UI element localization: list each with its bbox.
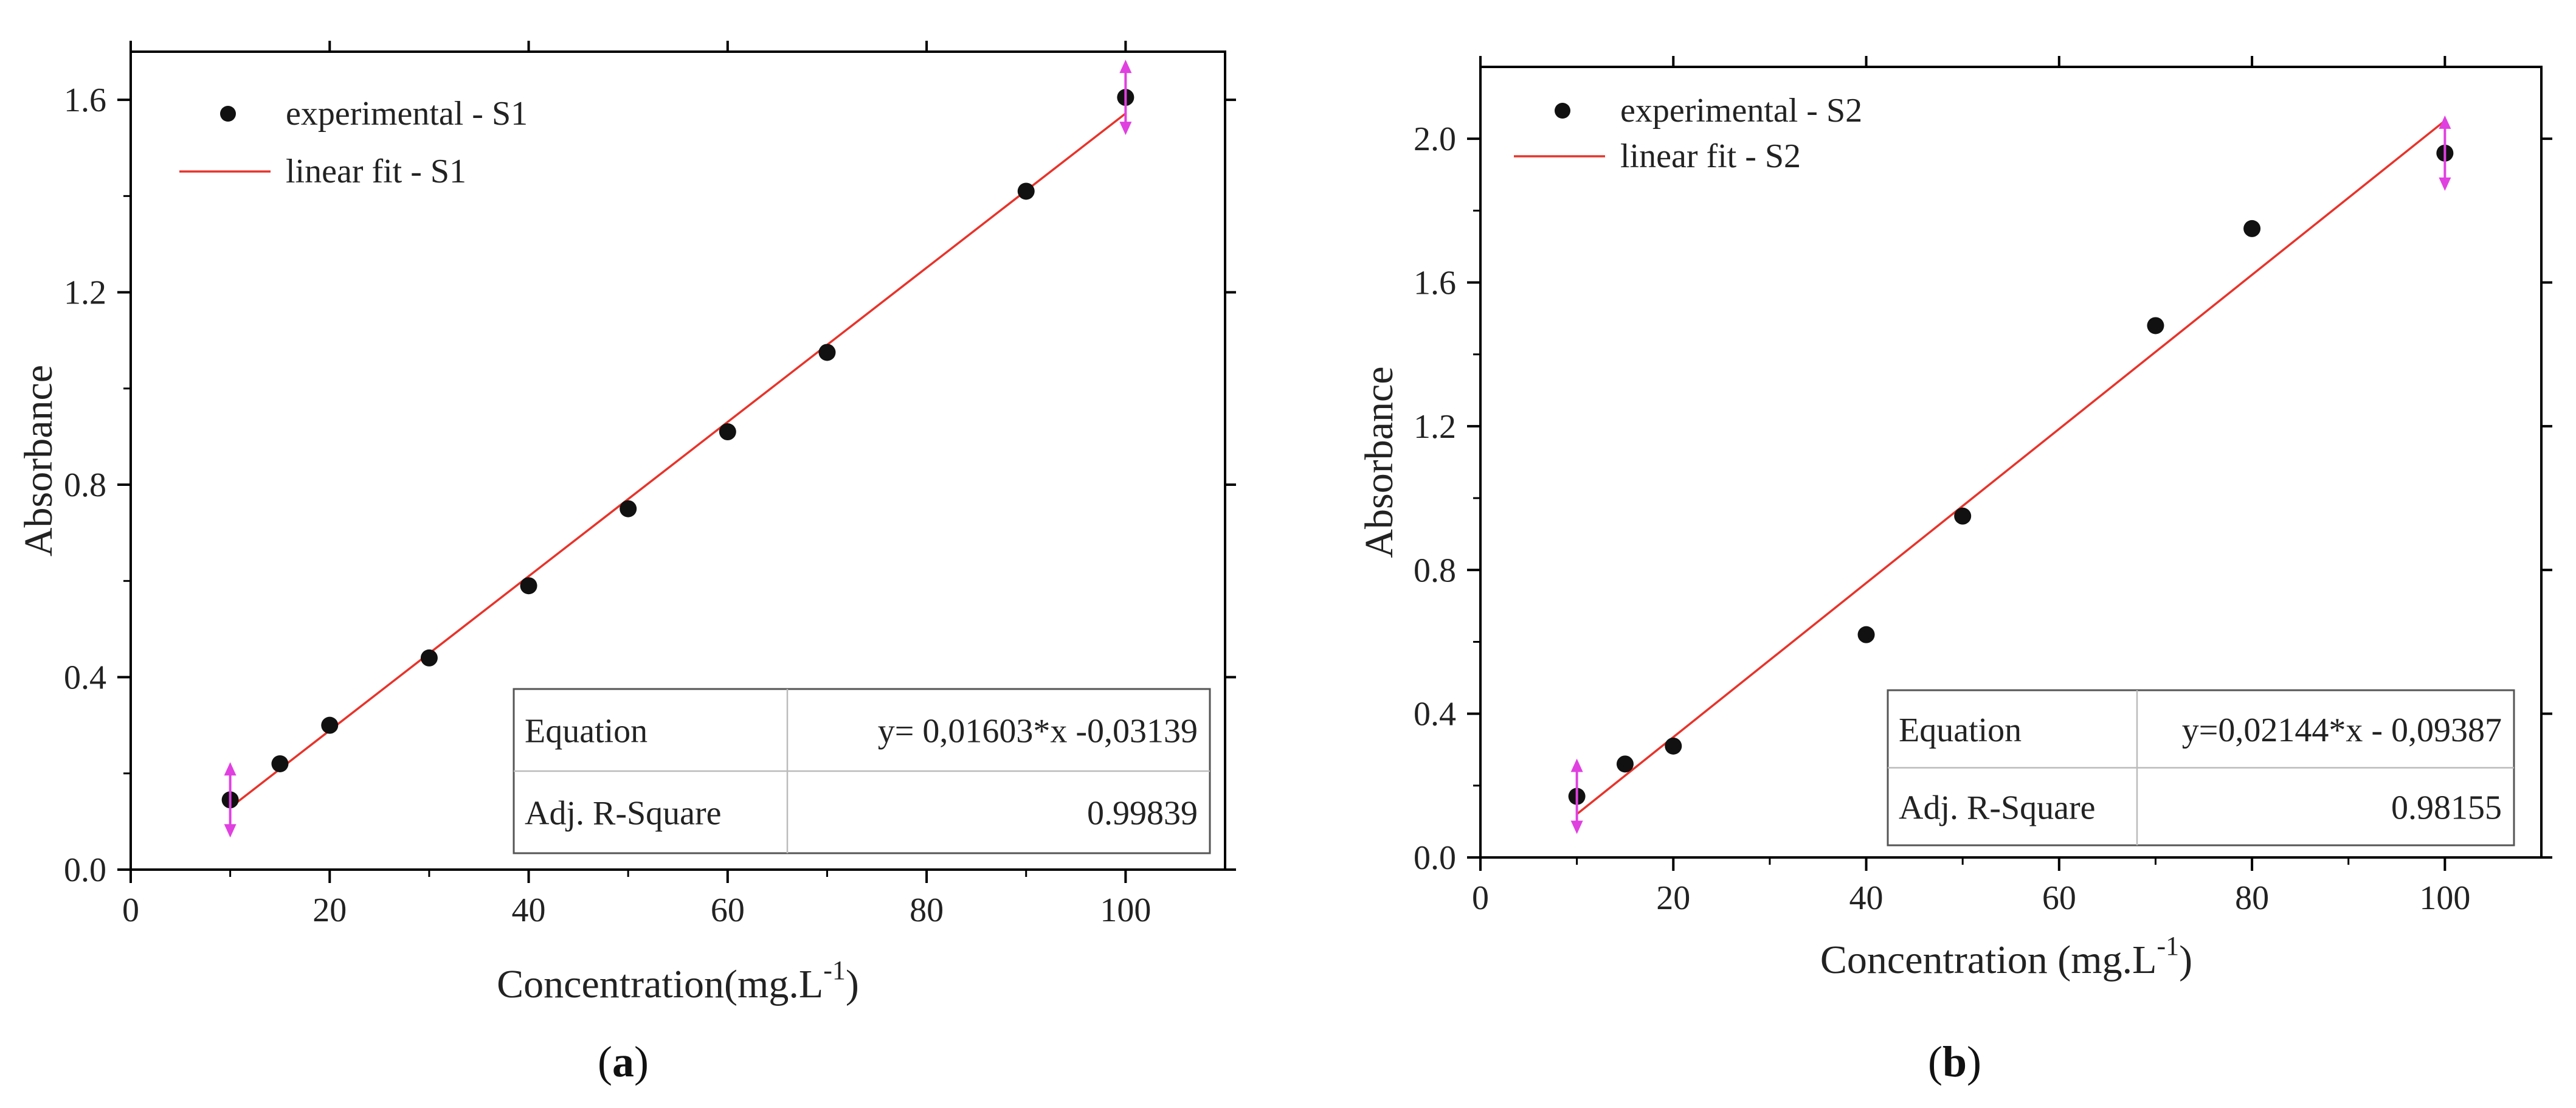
arrow-head-up bbox=[224, 762, 237, 776]
y-tick-label: 2.0 bbox=[1414, 120, 1456, 158]
data-point bbox=[520, 577, 537, 595]
legend-marker-scatter bbox=[1555, 103, 1570, 119]
data-point bbox=[1616, 755, 1634, 773]
chart-panel-a: 0 20 40 60 80 100 0.0 0.4 0.8 1.2 1.6 Concentration… bbox=[16, 41, 1236, 1086]
x-tick-label: 80 bbox=[2235, 879, 2269, 917]
data-point bbox=[420, 649, 438, 667]
double-arrow-icon bbox=[2439, 115, 2451, 191]
data-point bbox=[1017, 182, 1035, 200]
data-point bbox=[271, 755, 289, 772]
x-axis-title-superscript: -1 bbox=[823, 955, 846, 985]
fit-table: Equation y= 0,01603*x -0,03139 Adj. R-Squa… bbox=[513, 688, 1211, 854]
panel-label: (b) bbox=[1928, 1037, 1981, 1086]
data-point bbox=[620, 500, 637, 518]
fit-table-value: 0.98155 bbox=[2391, 789, 2502, 826]
y-tick-label: 0.4 bbox=[64, 659, 106, 697]
arrow-head-down bbox=[2439, 177, 2451, 191]
y-tick-label: 1.6 bbox=[64, 81, 106, 119]
data-point bbox=[1665, 737, 1682, 755]
double-arrow-icon bbox=[1119, 60, 1132, 136]
x-axis-title: Concentration(mg.L-1) bbox=[497, 955, 859, 1006]
legend: experimental - S2 linear fit - S2 bbox=[1514, 92, 1862, 175]
data-point bbox=[1857, 626, 1875, 643]
fit-table-value: y=0,02144*x - 0,09387 bbox=[2182, 712, 2502, 749]
fit-table-value: 0.99839 bbox=[1087, 795, 1198, 833]
legend-marker-scatter bbox=[220, 106, 236, 122]
chart-panel-b: 0 20 40 60 80 100 0.0 0.4 0.8 1.2 1.6 2.0 Concentrat… bbox=[1357, 56, 2552, 1086]
arrow-head-down bbox=[224, 824, 237, 838]
panel-label-close: ) bbox=[634, 1037, 649, 1086]
x-axis-title-suffix: ) bbox=[846, 962, 859, 1006]
x-tick-label: 0 bbox=[122, 892, 139, 929]
data-point bbox=[719, 423, 736, 441]
y-axis-title: Absorbance bbox=[16, 365, 61, 556]
fit-line bbox=[229, 113, 1127, 809]
panel-label-open: ( bbox=[598, 1037, 612, 1086]
fit-table-key: Equation bbox=[525, 713, 647, 750]
fit-table-key: Equation bbox=[1899, 712, 2022, 749]
double-arrow-icon bbox=[1570, 758, 1583, 834]
legend-label-fit: linear fit - S1 bbox=[286, 153, 466, 190]
x-axis-title-main: Concentration(mg.L bbox=[497, 962, 823, 1006]
panel-label-letter: a bbox=[612, 1037, 634, 1086]
plot-frame bbox=[129, 50, 1226, 871]
y-tick-label: 0.8 bbox=[1414, 552, 1456, 589]
fit-table-key: Adj. R-Square bbox=[1899, 789, 2096, 826]
x-tick-label: 20 bbox=[1656, 879, 1690, 917]
x-tick-label: 0 bbox=[1472, 879, 1489, 917]
y-tick-label: 1.2 bbox=[1414, 408, 1456, 446]
x-tick-label: 100 bbox=[1100, 892, 1151, 929]
double-arrow-icon bbox=[224, 762, 237, 838]
data-point bbox=[1954, 507, 1972, 525]
arrow-head-down bbox=[1119, 122, 1132, 136]
x-tick-label: 80 bbox=[910, 892, 944, 929]
y-tick-label: 1.6 bbox=[1414, 265, 1456, 302]
y-tick-label: 1.2 bbox=[64, 274, 106, 312]
fit-line bbox=[1576, 120, 2446, 815]
y-tick-label: 0.4 bbox=[1414, 696, 1456, 733]
legend-label-scatter: experimental - S2 bbox=[1620, 92, 1862, 130]
legend: experimental - S1 linear fit - S1 bbox=[179, 95, 528, 190]
panel-label: (a) bbox=[598, 1037, 649, 1086]
panel-label-close: ) bbox=[1967, 1037, 1981, 1086]
x-tick-label: 100 bbox=[2419, 879, 2470, 917]
x-axis-title-superscript: -1 bbox=[2156, 931, 2179, 961]
y-axis-title: Absorbance bbox=[1357, 366, 1401, 558]
arrow-head-up bbox=[1119, 60, 1132, 74]
x-tick-label: 20 bbox=[313, 892, 347, 929]
x-tick-label: 40 bbox=[1849, 879, 1884, 917]
legend-label-fit: linear fit - S2 bbox=[1620, 137, 1801, 175]
plot-frame bbox=[1479, 66, 2543, 859]
x-axis-title-suffix: ) bbox=[2179, 938, 2192, 982]
fit-table: Equation y=0,02144*x - 0,09387 Adj. R-Squa… bbox=[1887, 689, 2515, 847]
panel-label-open: ( bbox=[1928, 1037, 1942, 1086]
x-axis-title-main: Concentration (mg.L bbox=[1820, 938, 2157, 982]
data-point bbox=[2147, 317, 2164, 334]
x-tick-label: 60 bbox=[711, 892, 745, 929]
arrow-head-down bbox=[1570, 820, 1583, 834]
data-point bbox=[321, 716, 339, 734]
data-point bbox=[818, 344, 836, 361]
fit-table-key: Adj. R-Square bbox=[525, 795, 722, 833]
panel-label-letter: b bbox=[1942, 1037, 1967, 1086]
x-tick-label: 40 bbox=[512, 892, 546, 929]
fit-table-value: y= 0,01603*x -0,03139 bbox=[878, 713, 1198, 750]
x-tick-label: 60 bbox=[2042, 879, 2076, 917]
arrow-head-up bbox=[2439, 115, 2451, 129]
y-tick-label: 0.8 bbox=[64, 466, 106, 504]
x-axis-title: Concentration (mg.L-1) bbox=[1820, 931, 2192, 982]
y-tick-label: 0.0 bbox=[1414, 839, 1456, 877]
y-tick-label: 0.0 bbox=[64, 851, 106, 889]
data-point bbox=[2243, 220, 2261, 237]
arrow-head-up bbox=[1570, 758, 1583, 772]
legend-label-scatter: experimental - S1 bbox=[286, 95, 528, 133]
